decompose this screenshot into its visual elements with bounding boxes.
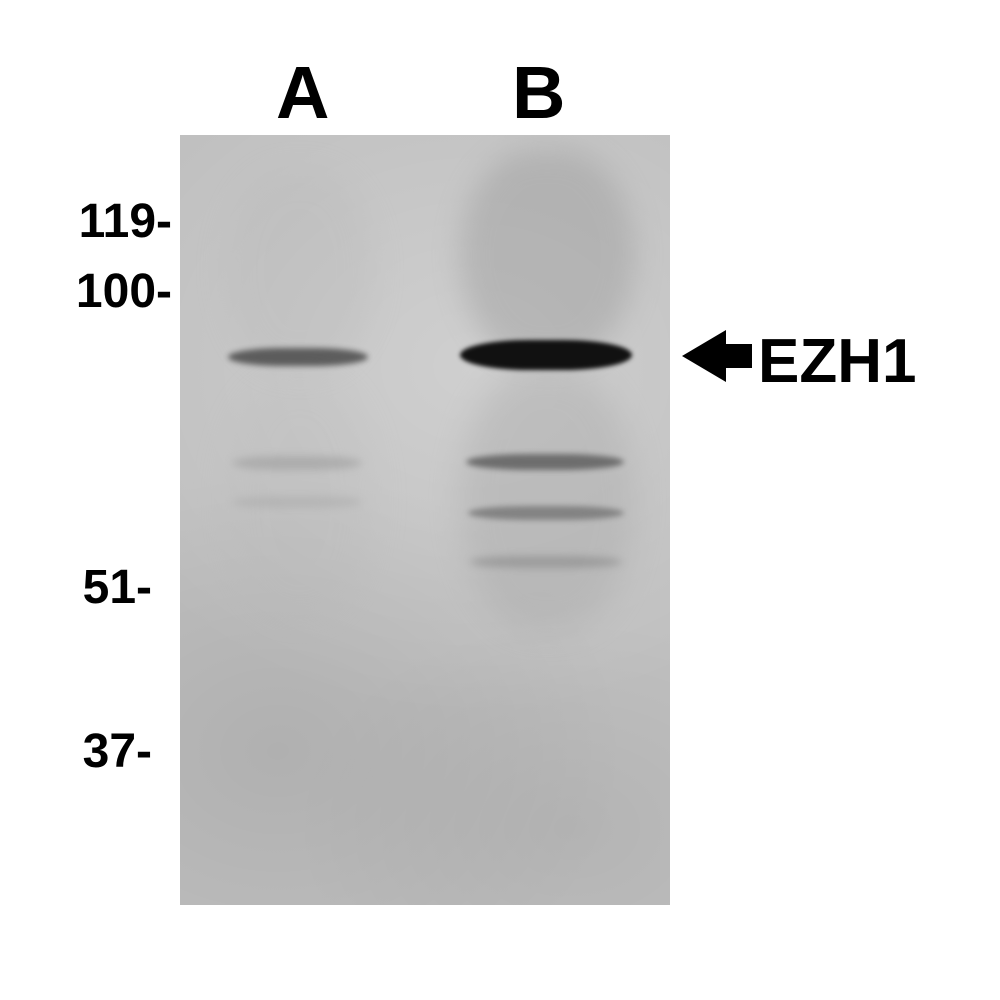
band-b-sub-band2 (468, 506, 624, 520)
band-a-ezh1-main (228, 348, 368, 366)
lane-smear (225, 170, 375, 370)
protein-label-ezh1: EZH1 (758, 326, 916, 397)
arrow-head-icon (682, 330, 726, 382)
lane-label-b: B (512, 50, 565, 135)
band-arrow (682, 330, 754, 382)
figure-canvas: A B 119- 100- 51- 37- EZH1 (0, 0, 1000, 1000)
mw-marker-51: 51- (0, 560, 152, 615)
band-a-faint-lower1 (232, 456, 362, 470)
mw-marker-100: 100- (0, 264, 172, 319)
mw-marker-119: 119- (0, 194, 172, 249)
band-a-faint-lower2 (232, 496, 362, 508)
lane-smear (460, 370, 635, 630)
band-b-sub-band1 (466, 454, 624, 470)
band-b-ezh1-main (460, 340, 632, 370)
lane-smear (460, 150, 635, 360)
lane-label-a: A (276, 50, 329, 135)
arrow-tail-icon (724, 344, 752, 368)
band-b-sub-band3 (470, 556, 622, 568)
blot-membrane (180, 135, 670, 905)
mw-marker-37: 37- (0, 724, 152, 779)
